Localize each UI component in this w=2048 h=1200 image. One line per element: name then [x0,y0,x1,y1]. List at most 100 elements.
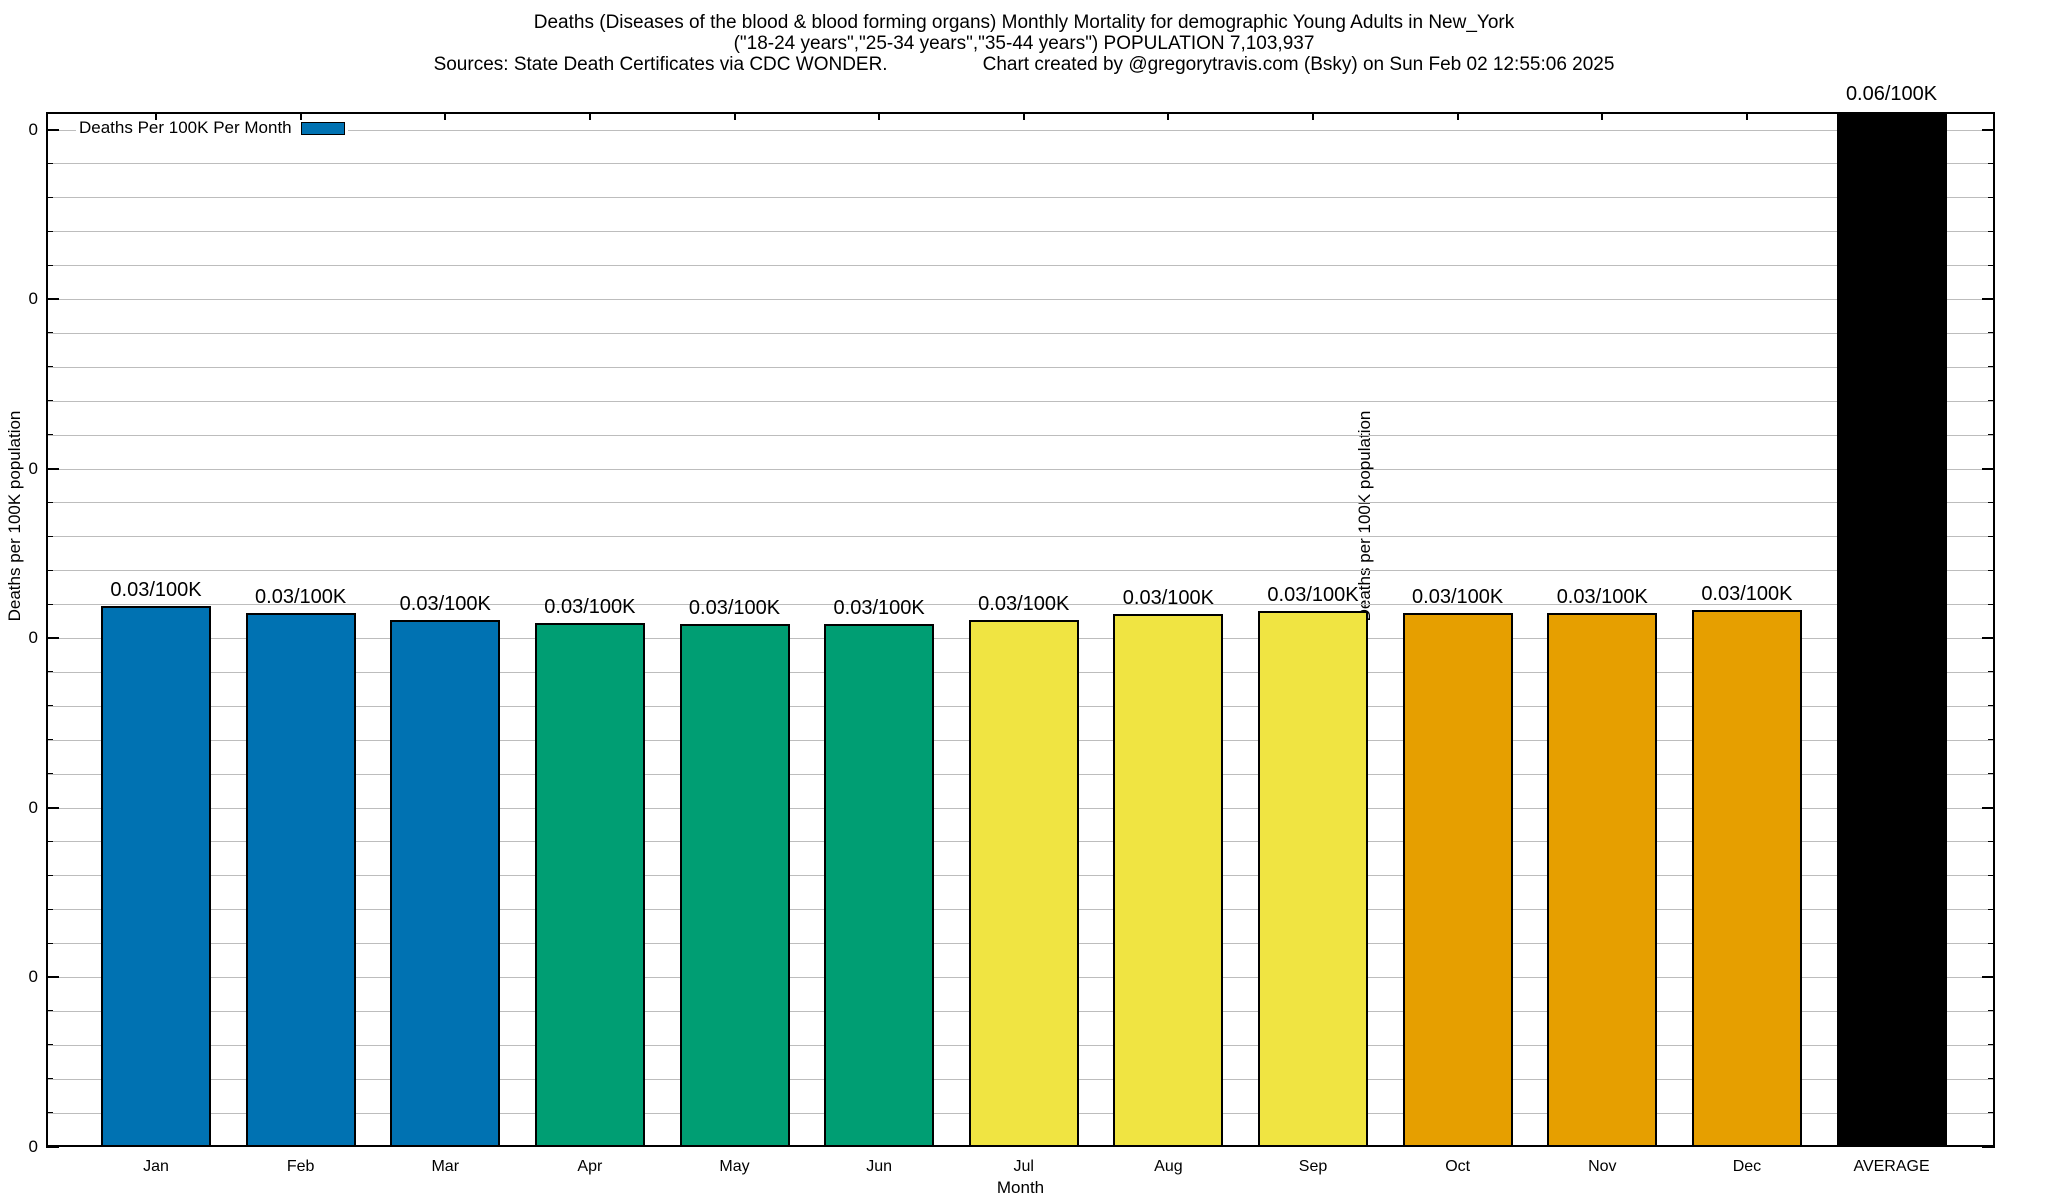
bar-jul [968,620,1079,1147]
y-tick-label: 0 [28,119,38,139]
y-tick-mark [1988,162,1995,164]
y-tick-mark [1988,230,1995,232]
bar-value-label: 0.03/100K [1701,583,1793,605]
chart-title-line3: Sources: State Death Certificates via CD… [0,54,2048,75]
bar-value-label: 0.03/100K [544,596,636,618]
chart-credit-note: Chart created by @gregorytravis.com (Bsk… [982,54,1615,75]
y-tick-mark [46,840,53,842]
y-tick-label: 0 [28,628,38,647]
y-tick-mark [46,230,53,232]
x-tick-label-dec: Dec [1732,1158,1762,1175]
x-tick-label-apr: Apr [577,1158,603,1175]
bar-value-label: 0.03/100K [833,597,925,619]
y-tick-mark [46,467,59,470]
y-tick-mark [46,366,53,368]
x-tick-mark [1601,112,1604,120]
bar-mar [390,620,501,1147]
y-tick-mark [1988,739,1995,741]
y-tick-mark [1982,467,1995,470]
y-tick-mark [1982,128,1995,131]
chart-title-line1: Deaths (Diseases of the blood & blood fo… [533,12,1515,33]
bar-aug [1113,614,1224,1147]
x-tick-mark [1022,112,1025,120]
y-tick-mark [1988,569,1995,571]
gridline [46,468,1995,470]
x-tick-label-average: AVERAGE [1853,1158,1930,1175]
gridline [46,536,1995,538]
y-tick-mark [46,1145,59,1148]
y-tick-mark [1988,603,1995,605]
y-tick-mark [46,298,59,300]
x-tick-mark [588,112,591,120]
bar-dec [1691,610,1802,1147]
gridline [46,366,1995,368]
y-tick-mark [1982,637,1995,639]
y-tick-mark [46,501,53,503]
chart-title-block: Deaths (Diseases of the blood & blood fo… [0,12,2048,75]
y-tick-mark [1988,501,1995,503]
bar-oct [1402,613,1513,1147]
y-tick-mark [1988,1112,1995,1114]
x-tick-mark [1890,112,1893,120]
y-tick-mark [46,773,53,775]
x-tick-label-jul: Jul [1013,1158,1034,1175]
bar-value-label: 0.03/100K [978,593,1070,615]
chart-title-line2: ("18-24 years","25-34 years","35-44 year… [733,33,1315,54]
x-tick-label-oct: Oct [1445,1158,1471,1175]
y-tick-mark [1982,976,1995,978]
gridline [46,332,1995,334]
y-tick-mark [1988,434,1995,436]
y-tick-label: 0 [28,458,38,478]
bar-value-label: 0.06/100K [1845,83,1938,105]
bar-average [1836,112,1947,1147]
chart-sources-note: Sources: State Death Certificates via CD… [433,54,888,75]
bar-sep [1258,611,1369,1147]
gridline [46,129,1995,131]
x-tick-mark [878,112,881,120]
bar-value-label: 0.03/100K [1122,587,1214,609]
x-tick-mark [299,112,302,120]
bar-value-label: 0.03/100K [1412,586,1504,608]
y-tick-mark [46,637,59,639]
y-tick-mark [46,908,53,910]
x-tick-label-jun: Jun [866,1158,893,1175]
y-tick-label: 0 [28,967,38,986]
plot-area: 0.03/100K 0.03/100K 0.03/100K 0.03/100K 0.03… [29,83,1995,1197]
x-tick-label-aug: Aug [1154,1158,1183,1175]
y-tick-mark [46,1112,53,1114]
bar-value-label: 0.03/100K [399,593,491,615]
y-tick-mark [46,806,59,809]
y-tick-mark [1988,1078,1995,1080]
y-tick-mark [1988,1044,1995,1046]
y-tick-mark [1988,840,1995,842]
y-tick-mark [1982,1145,1995,1148]
y-tick-mark [46,942,53,944]
y-tick-mark [1988,264,1995,266]
x-tick-mark [1745,112,1748,120]
gridline [46,434,1995,436]
x-tick-label-jan: Jan [143,1158,169,1175]
y-tick-mark [46,1078,53,1080]
gridline [46,570,1995,572]
y-tick-mark [46,264,53,266]
legend-swatch-icon [300,121,345,135]
legend-label: Deaths Per 100K Per Month [79,118,292,137]
bar-jan [101,606,211,1147]
y-tick-mark [1982,806,1995,809]
gridline [46,299,1995,300]
gridline [46,502,1995,504]
y-tick-mark [1988,874,1995,876]
y-tick-mark [1982,298,1995,300]
y-tick-label: 0 [28,797,38,817]
x-tick-mark [1312,112,1315,120]
x-tick-label-feb: Feb [286,1158,315,1175]
bar-jun [824,624,935,1147]
y-tick-mark [1988,942,1995,944]
y-tick-mark [1988,671,1995,673]
y-tick-mark [46,128,59,131]
y-tick-mark [1988,773,1995,775]
y-tick-mark [46,671,53,673]
y-tick-mark [46,332,53,334]
gridline [46,231,1995,233]
